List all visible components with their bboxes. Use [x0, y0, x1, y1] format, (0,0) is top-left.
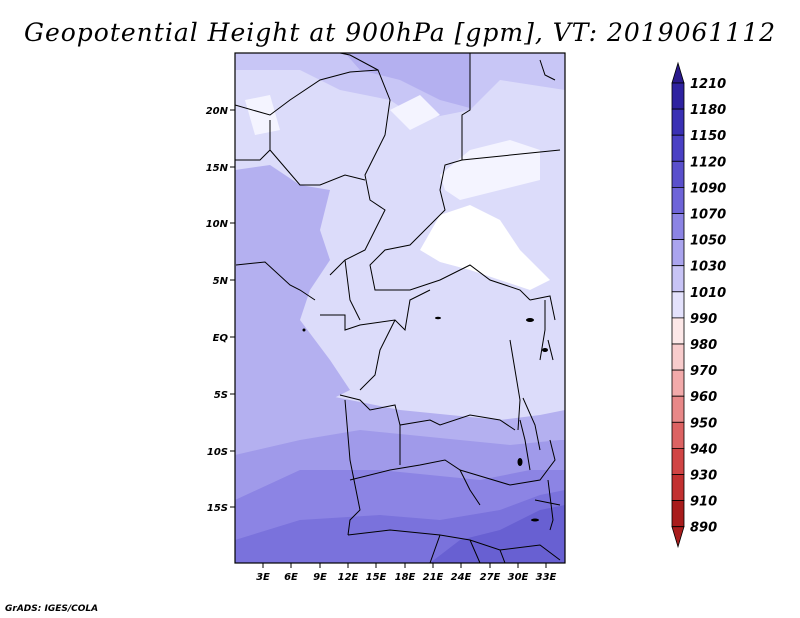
lon-label: 27E: [480, 572, 501, 583]
colorbar-label: 1050: [690, 234, 726, 249]
map-frame: [234, 52, 566, 564]
geopotential-field: [235, 53, 565, 563]
colorbar-segment: [671, 474, 685, 502]
colorbar-label: 950: [690, 416, 717, 431]
lat-label: 15S: [207, 503, 228, 514]
colorbar-label: 960: [690, 390, 717, 405]
colorbar-label: 890: [690, 521, 717, 536]
lat-label: 5S: [214, 390, 228, 401]
grads-credit: GrADS: IGES/COLA: [5, 604, 99, 614]
colorbar-segment: [671, 108, 685, 136]
colorbar-label: 1120: [690, 155, 726, 170]
colorbar-segment: [671, 134, 685, 162]
colorbar-segment: [671, 317, 685, 345]
lat-label: 10S: [207, 447, 228, 458]
lat-label: 20N: [206, 106, 229, 117]
lon-label: 6E: [284, 572, 298, 583]
lon-label: 33E: [536, 572, 557, 583]
colorbar-label: 930: [690, 469, 717, 484]
colorbar-label: 1030: [690, 260, 726, 275]
colorbar-label: 1180: [690, 103, 726, 118]
colorbar-label: 980: [690, 338, 717, 353]
colorbar-segment: [671, 500, 685, 528]
lon-label: 15E: [366, 572, 387, 583]
colorbar-segment: [671, 239, 685, 267]
lat-label: 5N: [213, 276, 229, 287]
colorbar-segment: [671, 82, 685, 110]
colorbar-segment: [671, 186, 685, 214]
lat-label: 15N: [206, 163, 229, 174]
colorbar-label: 1070: [690, 208, 726, 223]
lat-label: 10N: [206, 219, 229, 230]
lon-label: 24E: [451, 572, 472, 583]
colorbar-segment: [671, 395, 685, 423]
colorbar-segment: [671, 213, 685, 241]
colorbar-segment: [671, 447, 685, 475]
colorbar-segment: [671, 160, 685, 188]
lakes-and-islands: [302, 316, 548, 522]
lon-label: 3E: [256, 572, 270, 583]
lon-label: 18E: [395, 572, 416, 583]
colorbar-label: 1210: [690, 77, 726, 92]
colorbar-segment: [671, 421, 685, 449]
colorbar-segment: [671, 291, 685, 319]
country-borders: [235, 53, 561, 563]
lat-label: EQ: [213, 333, 229, 344]
colorbar-top-arrow: [671, 61, 685, 84]
colorbar-label: 970: [690, 364, 717, 379]
lon-label: 21E: [423, 572, 444, 583]
map-title: Geopotential Height at 900hPa [gpm], VT:…: [23, 18, 777, 47]
lat-ticks: [230, 109, 235, 508]
colorbar-label: 910: [690, 495, 717, 510]
colorbar-label: 1150: [690, 129, 726, 144]
lon-label: 9E: [313, 572, 327, 583]
lon-label: 12E: [338, 572, 359, 583]
colorbar-segment: [671, 265, 685, 293]
colorbar-bottom-arrow: [671, 526, 685, 549]
colorbar-segment: [671, 343, 685, 371]
lon-label: 30E: [508, 572, 529, 583]
colorbar: 1210 1180 1150 1120 1090 1070 1050 1030 1010 990 9…: [671, 61, 726, 549]
colorbar-label: 940: [690, 442, 717, 457]
lon-ticks: [262, 563, 547, 568]
colorbar-label: 1090: [690, 181, 726, 196]
colorbar-label: 990: [690, 312, 717, 327]
colorbar-segment: [671, 369, 685, 397]
colorbar-label: 1010: [690, 286, 726, 301]
